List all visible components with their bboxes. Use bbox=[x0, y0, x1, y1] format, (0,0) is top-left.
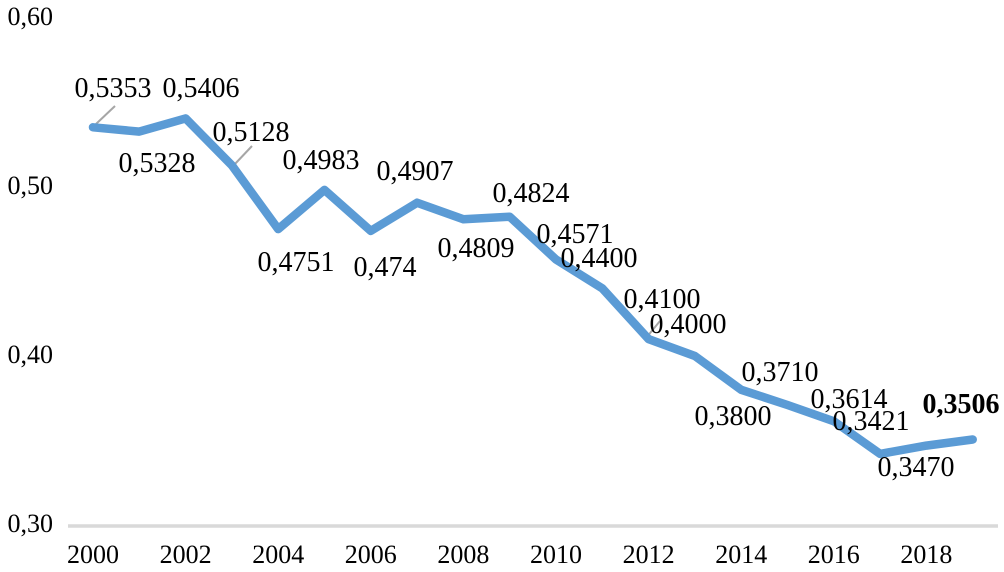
data-label: 0,5128 bbox=[213, 117, 290, 148]
data-label: 0,5328 bbox=[119, 148, 196, 179]
data-label: 0,3506 bbox=[923, 389, 1000, 420]
data-label: 0,3800 bbox=[695, 401, 772, 432]
y-tick-label: 0,60 bbox=[8, 2, 54, 31]
y-tick-label: 0,50 bbox=[8, 171, 54, 200]
x-tick-label: 2006 bbox=[345, 540, 397, 569]
y-tick-label: 0,30 bbox=[8, 509, 54, 538]
x-tick-label: 2000 bbox=[67, 540, 119, 569]
y-tick-label: 0,40 bbox=[8, 340, 54, 369]
x-tick-label: 2002 bbox=[160, 540, 212, 569]
data-label: 0,4809 bbox=[438, 233, 515, 264]
leader-line bbox=[95, 105, 116, 125]
data-label: 0,4824 bbox=[493, 178, 570, 209]
data-label: 0,4000 bbox=[650, 309, 727, 340]
x-tick-label: 2010 bbox=[530, 540, 582, 569]
x-tick-label: 2014 bbox=[715, 540, 767, 569]
data-label: 0,3470 bbox=[878, 452, 955, 483]
x-tick-label: 2004 bbox=[252, 540, 304, 569]
data-label: 0,3710 bbox=[742, 357, 819, 388]
series-line bbox=[88, 114, 977, 459]
data-label: 0,4571 bbox=[537, 219, 614, 250]
data-label: 0,4983 bbox=[283, 145, 360, 176]
data-label: 0,5406 bbox=[163, 73, 240, 104]
data-label: 0,474 bbox=[354, 252, 417, 283]
x-tick-label: 2016 bbox=[808, 540, 860, 569]
x-tick-label: 2012 bbox=[623, 540, 675, 569]
data-label: 0,4100 bbox=[624, 284, 701, 315]
data-label: 0,4400 bbox=[561, 243, 638, 274]
x-tick-label: 2018 bbox=[900, 540, 952, 569]
x-tick-label: 2008 bbox=[437, 540, 489, 569]
leader-line bbox=[233, 145, 253, 166]
data-label: 0,4751 bbox=[258, 247, 335, 278]
data-label: 0,3421 bbox=[833, 406, 910, 437]
data-label: 0,4907 bbox=[377, 156, 454, 187]
data-label: 0,5353 bbox=[75, 73, 152, 104]
data-label: 0,3614 bbox=[811, 384, 888, 415]
